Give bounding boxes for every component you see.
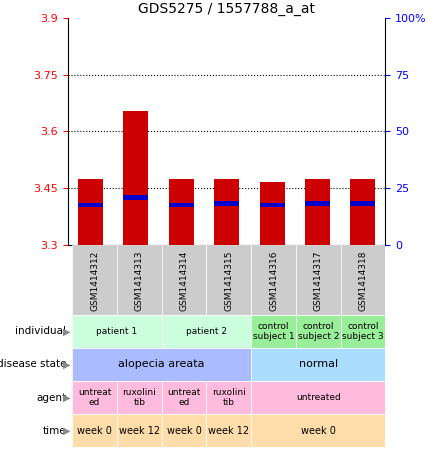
Text: ruxolini
tib: ruxolini tib xyxy=(212,388,246,407)
Text: week 12: week 12 xyxy=(119,425,160,436)
Text: GSM1414315: GSM1414315 xyxy=(224,250,233,311)
Bar xyxy=(305,202,330,206)
Text: patient 2: patient 2 xyxy=(186,327,227,336)
Text: patient 1: patient 1 xyxy=(96,327,138,336)
Text: disease state: disease state xyxy=(0,359,66,370)
Bar xyxy=(206,414,251,447)
Bar xyxy=(214,178,239,245)
Bar xyxy=(260,183,285,245)
Text: control
subject 1: control subject 1 xyxy=(253,322,294,341)
Text: GSM1414314: GSM1414314 xyxy=(180,250,189,311)
Bar xyxy=(72,245,117,315)
Bar xyxy=(251,381,385,414)
Bar xyxy=(206,381,251,414)
Text: alopecia areata: alopecia areata xyxy=(119,359,205,370)
Text: ▶: ▶ xyxy=(63,359,71,370)
Bar xyxy=(350,178,375,245)
Bar xyxy=(251,348,385,381)
Bar xyxy=(251,245,296,315)
Bar xyxy=(296,245,341,315)
Bar xyxy=(251,414,385,447)
Text: control
subject 2: control subject 2 xyxy=(297,322,339,341)
Bar xyxy=(341,315,385,348)
Text: week 0: week 0 xyxy=(301,425,336,436)
Bar xyxy=(169,202,194,207)
Bar xyxy=(117,381,162,414)
Bar xyxy=(72,414,117,447)
Text: week 0: week 0 xyxy=(167,425,201,436)
Text: GSM1414317: GSM1414317 xyxy=(314,250,323,311)
Bar xyxy=(169,178,194,245)
Text: time: time xyxy=(42,425,66,436)
Bar xyxy=(350,202,375,206)
Bar xyxy=(251,315,296,348)
Bar xyxy=(78,202,103,207)
Text: untreated: untreated xyxy=(296,393,341,402)
Bar xyxy=(296,315,341,348)
Bar xyxy=(78,178,103,245)
Bar xyxy=(117,414,162,447)
Text: GSM1414313: GSM1414313 xyxy=(135,250,144,311)
Text: week 12: week 12 xyxy=(208,425,249,436)
Text: ▶: ▶ xyxy=(63,326,71,337)
Text: ▶: ▶ xyxy=(63,425,71,436)
Bar xyxy=(162,315,251,348)
Bar xyxy=(162,381,206,414)
Text: control
subject 3: control subject 3 xyxy=(342,322,384,341)
Text: untreat
ed: untreat ed xyxy=(78,388,111,407)
Bar xyxy=(162,414,206,447)
Text: individual: individual xyxy=(15,326,66,337)
Text: GSM1414316: GSM1414316 xyxy=(269,250,278,311)
Text: ruxolini
tib: ruxolini tib xyxy=(123,388,156,407)
Text: week 0: week 0 xyxy=(77,425,112,436)
Bar xyxy=(206,245,251,315)
Bar xyxy=(305,178,330,245)
Text: agent: agent xyxy=(36,392,66,403)
Bar xyxy=(124,111,148,245)
Text: GSM1414312: GSM1414312 xyxy=(90,250,99,311)
Title: GDS5275 / 1557788_a_at: GDS5275 / 1557788_a_at xyxy=(138,2,315,16)
Text: ▶: ▶ xyxy=(63,392,71,403)
Bar xyxy=(341,245,385,315)
Bar xyxy=(260,202,285,207)
Text: GSM1414318: GSM1414318 xyxy=(359,250,367,311)
Bar xyxy=(214,202,239,206)
Text: normal: normal xyxy=(299,359,338,370)
Bar xyxy=(117,245,162,315)
Bar xyxy=(72,348,251,381)
Bar xyxy=(72,315,162,348)
Bar xyxy=(72,381,117,414)
Bar xyxy=(124,195,148,200)
Bar xyxy=(162,245,206,315)
Text: untreat
ed: untreat ed xyxy=(167,388,201,407)
